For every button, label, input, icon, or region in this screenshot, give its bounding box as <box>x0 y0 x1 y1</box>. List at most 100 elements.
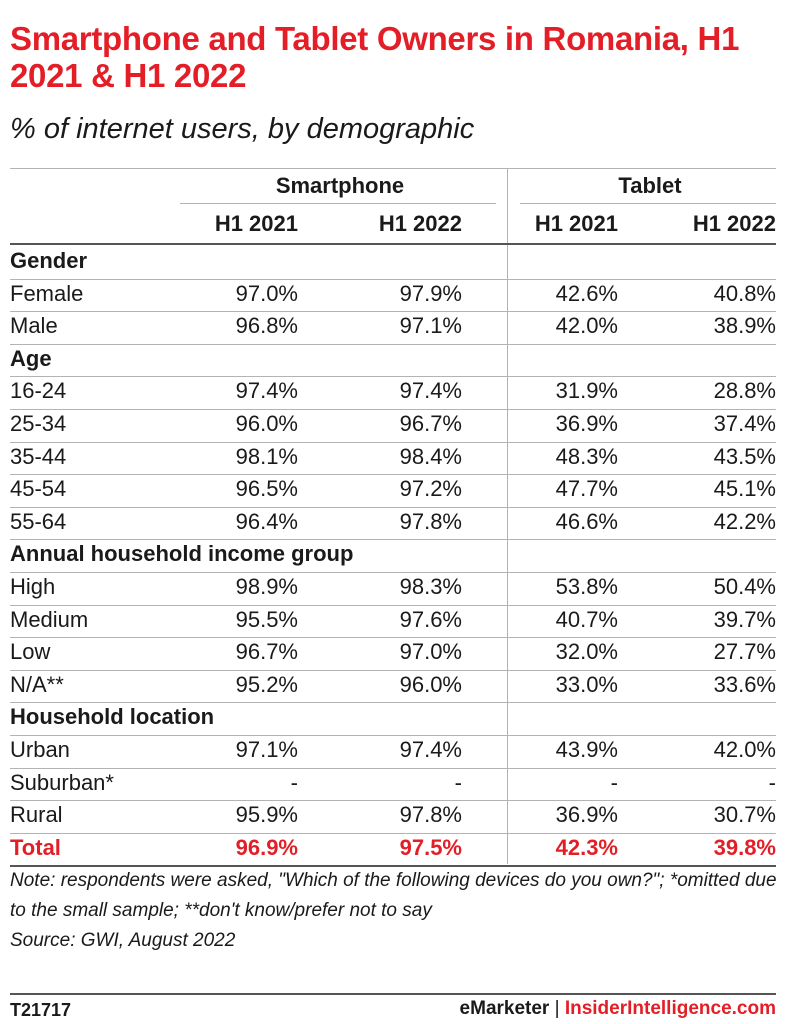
section-label: Gender <box>10 248 88 273</box>
value-cell: 43.9% <box>555 737 618 762</box>
group-underline-smartphone <box>180 203 496 204</box>
row-label: 16-24 <box>10 378 67 404</box>
value-cell: 27.7% <box>713 639 776 665</box>
value-cell: - <box>290 769 298 795</box>
row-label: Female <box>10 280 84 306</box>
value-cell: 47.7% <box>555 476 618 502</box>
brand-insider: InsiderIntelligence.com <box>564 998 776 1019</box>
row-divider <box>10 474 776 476</box>
row-divider <box>10 832 776 834</box>
value-cell: 53.8% <box>555 574 618 599</box>
value-cell: 32.0% <box>555 639 618 665</box>
total-value-cell: 39.8% <box>713 834 776 860</box>
value-cell: 95.5% <box>235 606 298 632</box>
brand-footer: eMarketer | InsiderIntelligence.com <box>460 998 776 1020</box>
top-rule <box>10 168 776 169</box>
value-cell: 38.9% <box>713 313 776 339</box>
value-cell: 42.6% <box>555 280 618 306</box>
value-cell: 95.2% <box>235 671 298 697</box>
source-text: Source: GWI, August 2022 <box>10 930 236 951</box>
value-cell: 37.4% <box>713 411 776 436</box>
total-label: Total <box>10 834 61 860</box>
row-divider <box>10 441 776 443</box>
table-bottom-rule <box>10 865 776 868</box>
value-cell: - <box>454 769 462 795</box>
row-divider <box>10 604 776 606</box>
value-cell: 42.0% <box>555 313 618 339</box>
value-cell: 31.9% <box>555 378 618 404</box>
group-header-smartphone: Smartphone <box>275 173 405 198</box>
total-value-cell: 96.9% <box>235 834 298 860</box>
value-cell: 28.8% <box>713 378 776 404</box>
chart-subtitle: % of internet users, by demographic <box>10 113 475 145</box>
value-cell: - <box>610 769 618 795</box>
row-divider <box>10 409 776 410</box>
row-divider <box>10 343 776 345</box>
row-label: 35-44 <box>10 443 67 469</box>
row-divider <box>10 376 776 378</box>
value-cell: 40.7% <box>555 606 618 632</box>
column-header-tablet-2021: H1 2021 <box>534 211 618 236</box>
note-text: Note: respondents were asked, "Which of … <box>10 870 777 921</box>
value-cell: 97.8% <box>399 508 462 534</box>
row-label: 45-54 <box>10 476 67 502</box>
value-cell: 96.4% <box>235 508 298 534</box>
row-label: Low <box>10 639 51 665</box>
row-divider <box>10 735 776 736</box>
row-divider <box>10 669 776 671</box>
row-divider <box>10 702 776 704</box>
value-cell: 42.0% <box>713 737 776 762</box>
total-value-cell: 97.5% <box>399 834 462 860</box>
total-value-cell: 42.3% <box>555 834 618 860</box>
value-cell: 42.2% <box>713 508 776 534</box>
value-cell: 96.7% <box>399 411 462 436</box>
row-divider <box>10 506 776 508</box>
chart-id: T21717 <box>10 1000 72 1020</box>
row-divider <box>10 637 776 639</box>
group-divider <box>507 168 508 864</box>
value-cell: 48.3% <box>555 443 618 469</box>
value-cell: 36.9% <box>555 802 618 828</box>
value-cell: 33.6% <box>713 671 776 697</box>
value-cell: 97.8% <box>399 802 462 828</box>
column-header-tablet-2022: H1 2022 <box>692 211 776 236</box>
value-cell: 39.7% <box>713 606 776 632</box>
row-label: 25-34 <box>10 411 67 436</box>
row-divider <box>10 311 776 313</box>
group-header-tablet: Tablet <box>618 173 682 198</box>
value-cell: 96.8% <box>235 313 298 339</box>
value-cell: 43.5% <box>713 443 776 469</box>
value-cell: 40.8% <box>713 280 776 306</box>
chart-note: Note: respondents were asked, "Which of … <box>10 866 780 956</box>
row-label: Urban <box>10 737 70 762</box>
row-divider <box>10 539 776 541</box>
value-cell: 98.1% <box>235 443 298 469</box>
footer-rule <box>10 993 776 995</box>
value-cell: 98.3% <box>399 574 462 599</box>
value-cell: 97.4% <box>399 378 462 404</box>
column-header-smartphone-2022: H1 2022 <box>378 211 462 236</box>
value-cell: 36.9% <box>555 411 618 436</box>
row-divider <box>10 767 776 769</box>
value-cell: 97.2% <box>399 476 462 502</box>
row-label: Rural <box>10 802 63 828</box>
value-cell: 45.1% <box>713 476 776 502</box>
value-cell: 97.0% <box>399 639 462 665</box>
row-label: 55-64 <box>10 508 67 534</box>
value-cell: 96.0% <box>235 411 298 436</box>
section-label: Annual household income group <box>10 541 354 567</box>
section-label: Household location <box>10 704 215 730</box>
value-cell: 98.4% <box>399 443 462 469</box>
value-cell: 95.9% <box>235 802 298 828</box>
header-rule <box>10 243 776 245</box>
value-cell: 97.1% <box>235 737 298 762</box>
row-label: High <box>10 574 56 599</box>
value-cell: 96.5% <box>235 476 298 502</box>
value-cell: 97.4% <box>235 378 298 404</box>
section-label: Age <box>10 345 52 371</box>
chart-title: Smartphone and Tablet Owners in Romania,… <box>10 20 740 94</box>
value-cell: 97.9% <box>399 280 462 306</box>
value-cell: 50.4% <box>713 574 776 599</box>
value-cell: 98.9% <box>235 574 298 599</box>
column-header-smartphone-2021: H1 2021 <box>214 211 298 236</box>
